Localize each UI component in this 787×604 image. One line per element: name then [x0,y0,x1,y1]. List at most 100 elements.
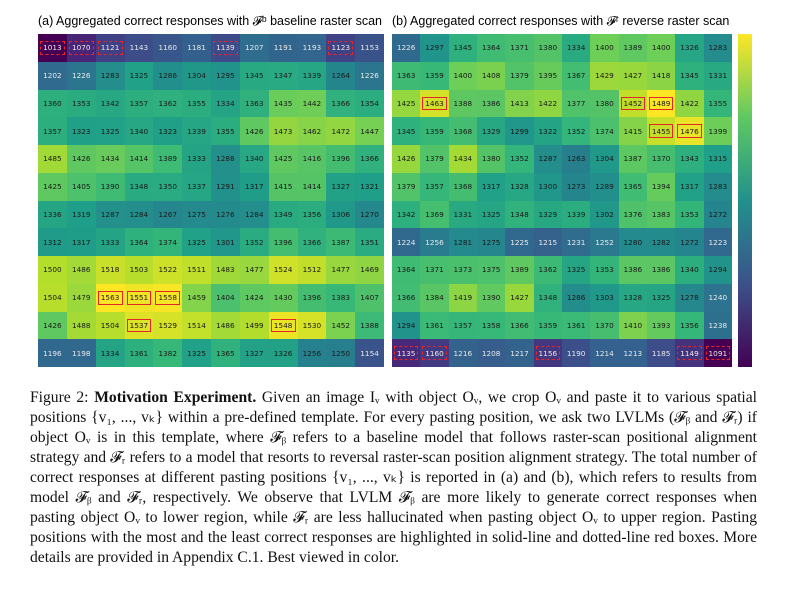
heatmap-cell: 1361 [124,339,154,367]
heatmap-cell: 1413 [505,89,534,118]
heatmap-cell: 1123 [326,34,356,62]
heatmap-cell: 1477 [239,256,269,284]
heatmap-cell: 1288 [211,145,240,173]
heatmap-cell: 1272 [675,228,704,256]
heatmap-cell: 1462 [297,117,327,145]
heatmap-cell: 1289 [590,172,619,201]
heatmap-cell: 1198 [66,339,96,367]
heatmap-cell: 1377 [562,89,591,118]
heatmap-cell: 1185 [647,339,676,367]
heatmap-cell: 1483 [211,256,240,284]
heatmap-cell: 1351 [355,228,384,256]
heatmap-cell: 1394 [647,172,676,201]
heatmap-cell: 1512 [297,256,327,284]
heatmap-cell: 1473 [268,117,298,145]
heatmap-cell: 1356 [675,311,704,340]
heatmap-cell: 1400 [448,61,477,90]
heatmap-cell: 1325 [124,61,154,90]
heatmap-cell: 1250 [326,339,356,367]
heatmap-cell: 1160 [153,34,183,62]
heatmap-cell: 1191 [268,34,298,62]
heatmap-cell: 1422 [533,89,562,118]
heatmap-cell: 1357 [124,89,154,118]
heatmap-cell: 1301 [211,228,240,256]
panel-a-title: (a) Aggregated correct responses with 𝓕ᵇ… [38,14,382,28]
heatmap-cell: 1427 [505,283,534,312]
heatmap-cell: 1207 [239,34,269,62]
heatmap-cell: 1365 [618,172,647,201]
heatmap-cell: 1357 [38,117,67,145]
heatmap-cell: 1366 [392,283,421,312]
heatmap-cell: 1143 [124,34,154,62]
heatmap-cell: 1367 [562,61,591,90]
heatmap-cell: 1368 [448,117,477,145]
heatmap-cell: 1264 [326,61,356,90]
heatmap-cell: 1231 [562,228,591,256]
heatmap-cell: 1270 [355,200,384,229]
heatmap-cell: 1226 [392,34,421,62]
heatmap-cell: 1408 [477,61,506,90]
heatmap-cell: 1317 [66,228,96,256]
heatmap-cell: 1317 [239,172,269,201]
heatmap-cell: 1558 [153,283,183,312]
heatmap-cell: 1363 [392,61,421,90]
heatmap-cell: 1154 [355,339,384,367]
heatmap-cell: 1362 [153,89,183,118]
heatmap-cell: 1276 [211,200,240,229]
heatmap-cell: 1426 [66,145,96,173]
heatmap-cell: 1355 [182,89,211,118]
heatmap-cell: 1379 [392,172,421,201]
heatmap-cell: 1300 [533,172,562,201]
heatmap-cell: 1226 [66,61,96,90]
heatmap-cell: 1414 [297,172,327,201]
heatmap-cell: 1452 [326,311,356,340]
heatmap-cell: 1388 [355,311,384,340]
heatmap-cell: 1215 [533,228,562,256]
caption-text: Given an image Iᵥ with object Oᵥ, we cro… [30,389,758,566]
heatmap-cell: 1363 [239,89,269,118]
heatmap-cell: 1447 [355,117,384,145]
heatmap-cell: 1280 [618,228,647,256]
heatmap-cell: 1356 [297,200,327,229]
heatmap-cell: 1389 [505,256,534,284]
heatmap-cell: 1479 [66,283,96,312]
heatmap-cell: 1404 [211,283,240,312]
heatmap-cell: 1339 [297,61,327,90]
heatmap-cell: 1343 [675,145,704,173]
heatmap-cell: 1352 [239,228,269,256]
heatmap-cell: 1400 [590,34,619,62]
heatmap-cell: 1383 [647,200,676,229]
heatmap-cell: 1463 [420,89,449,118]
heatmap-cell: 1327 [239,339,269,367]
heatmap-cell: 1416 [297,145,327,173]
heatmap-cell: 1410 [618,311,647,340]
heatmap-cell: 1361 [562,311,591,340]
heatmap-cell: 1504 [95,311,125,340]
heatmap-cell: 1345 [392,117,421,145]
heatmap-cell: 1353 [66,89,96,118]
max-highlight-box [677,124,702,138]
heatmap-cell: 1202 [38,61,67,90]
heatmap-cell: 1342 [392,200,421,229]
min-highlight-box [705,346,730,360]
heatmap-cell: 1530 [297,311,327,340]
heatmap-cell: 1499 [239,311,269,340]
heatmap-cell: 1284 [239,200,269,229]
heatmap-cell: 1393 [647,311,676,340]
heatmap-cell: 1355 [211,117,240,145]
heatmap-cell: 1419 [448,283,477,312]
heatmap-cell: 1357 [448,311,477,340]
heatmap-cell: 1514 [182,311,211,340]
heatmap-cell: 1303 [590,283,619,312]
heatmap-cell: 1359 [533,311,562,340]
colorbar [738,34,752,367]
max-highlight-box [126,290,152,305]
heatmap-cell: 1302 [590,200,619,229]
heatmap-cell: 1489 [647,89,676,118]
heatmap-cell: 1425 [268,145,298,173]
heatmap-cell: 1275 [477,228,506,256]
heatmap-cell: 1295 [211,61,240,90]
min-highlight-box [68,41,94,55]
heatmap-cell: 1283 [703,172,732,201]
heatmap-cell: 1563 [95,283,125,312]
